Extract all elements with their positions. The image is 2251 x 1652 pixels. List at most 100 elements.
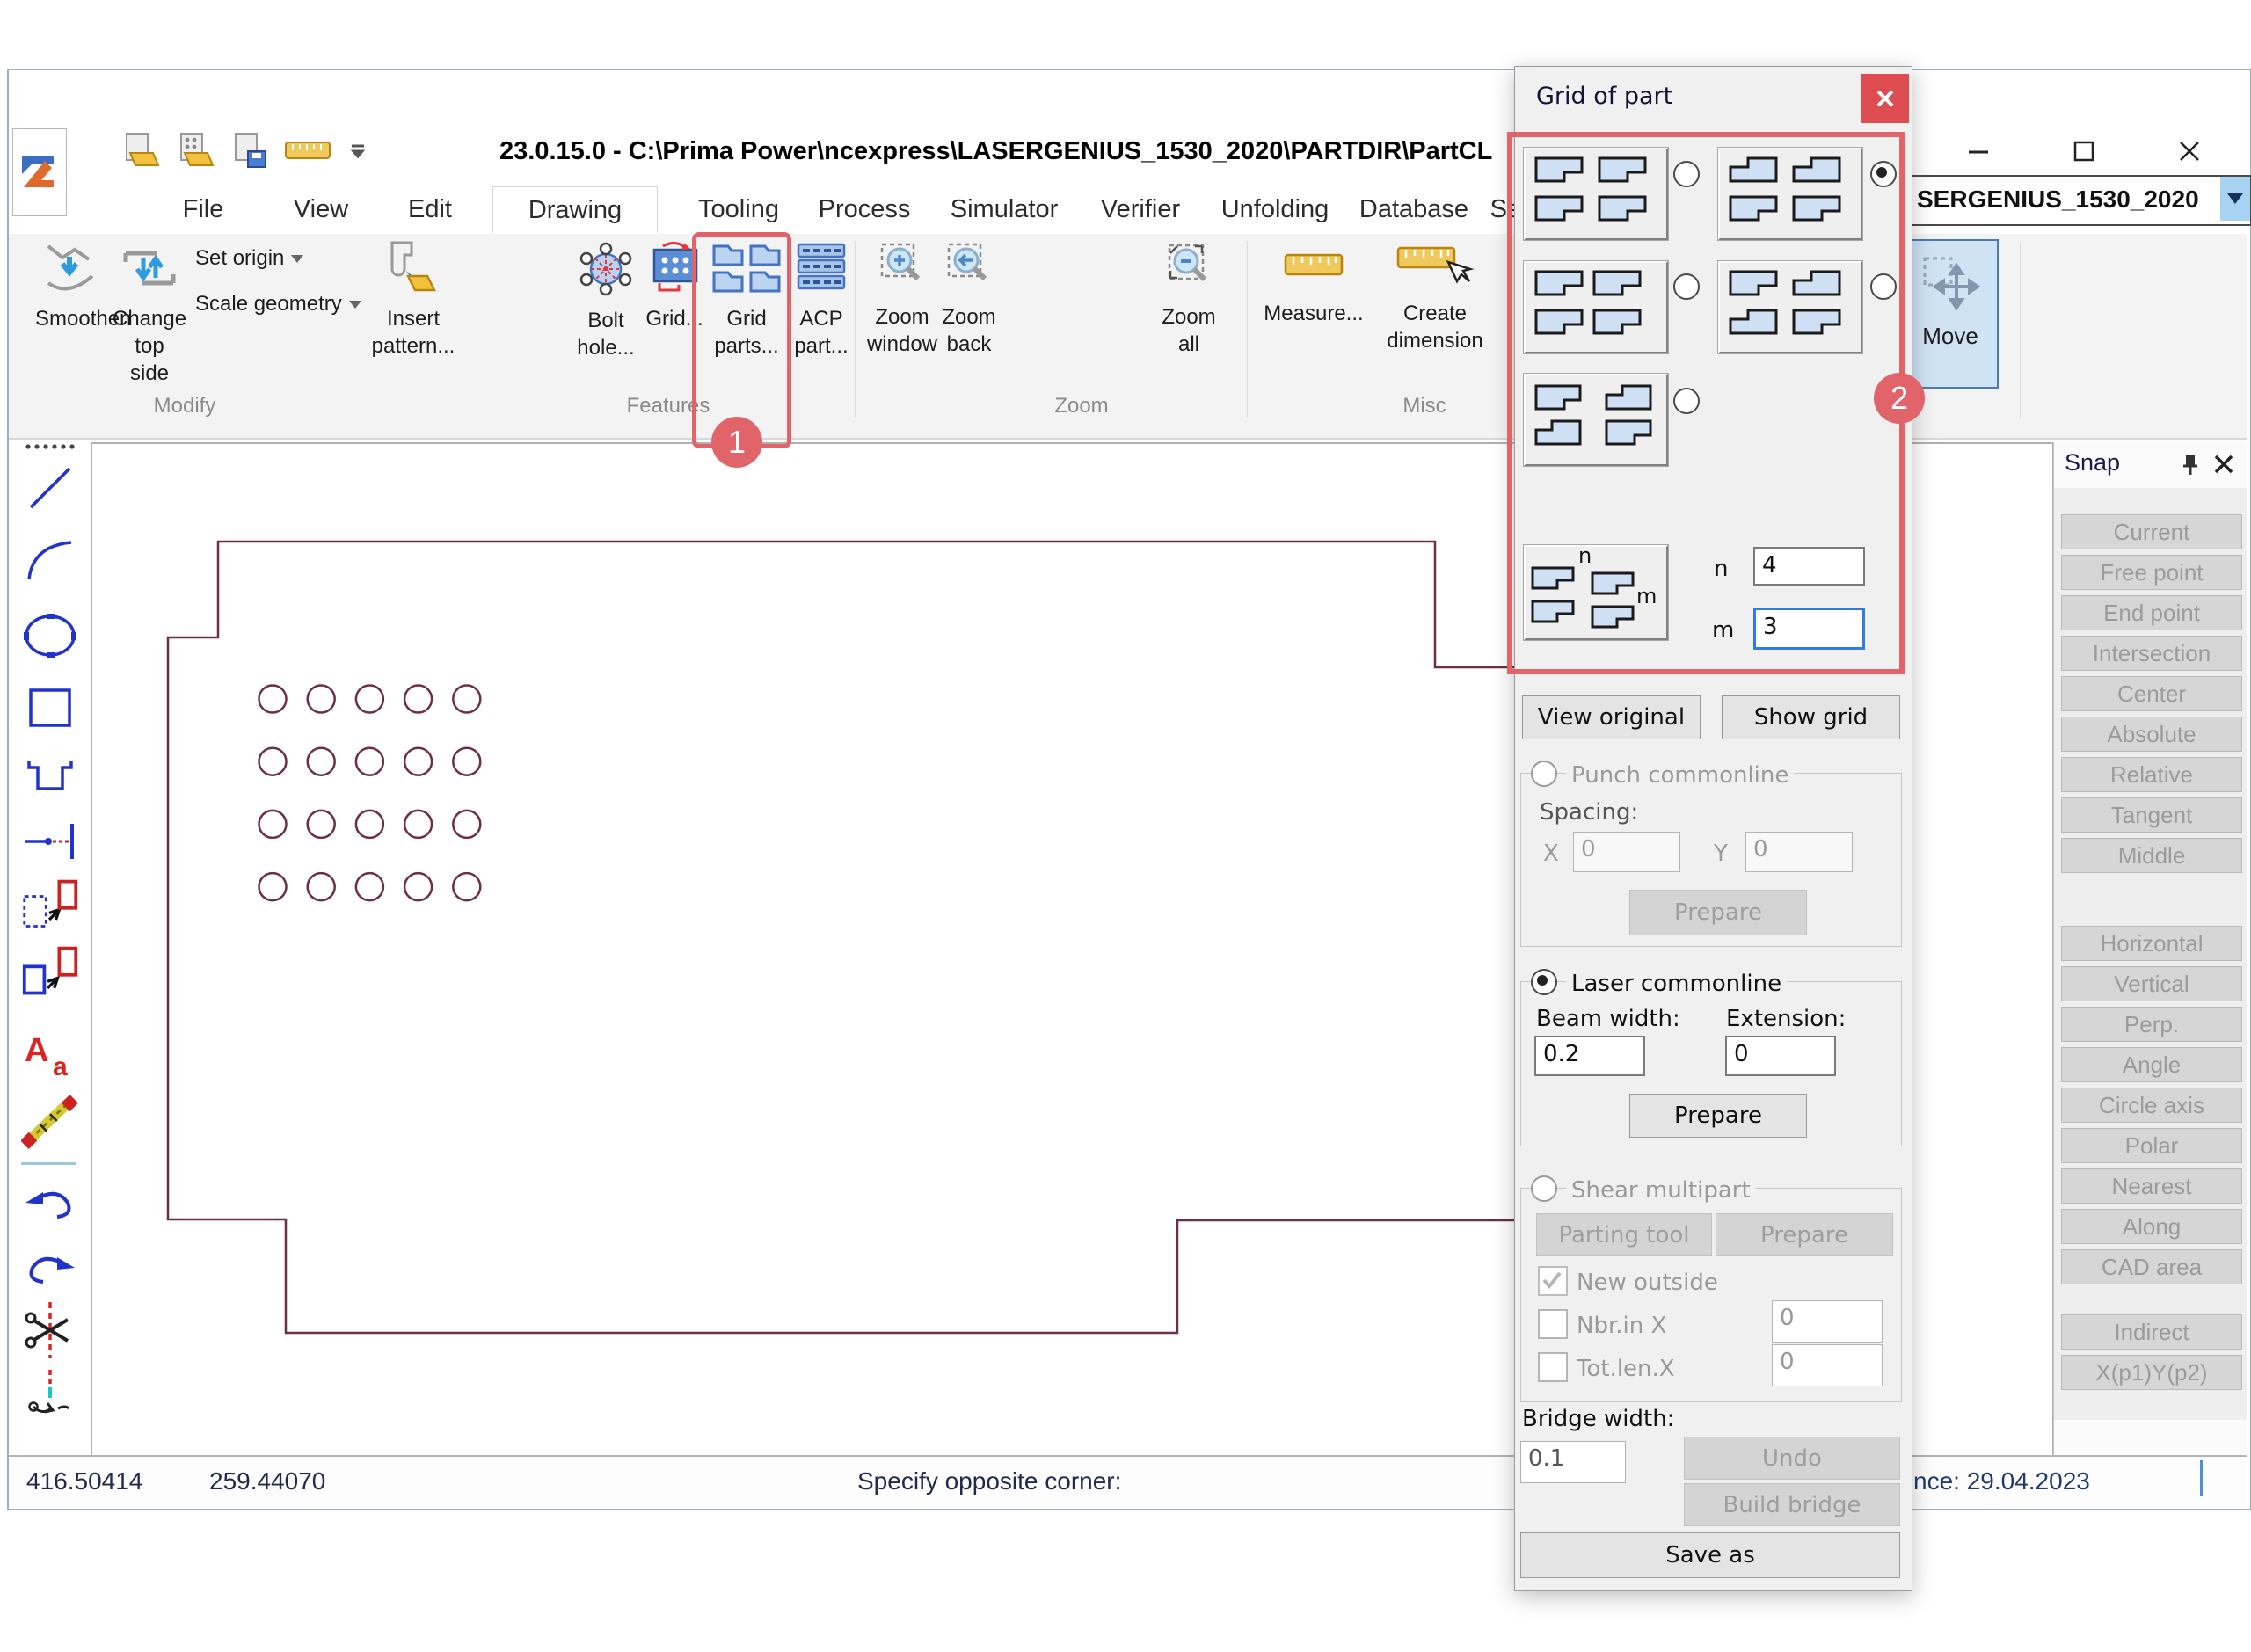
- redo-button[interactable]: [21, 1241, 79, 1299]
- snap-button-perp[interactable]: Perp.: [2061, 1007, 2242, 1042]
- minimize-button[interactable]: [1948, 128, 2009, 174]
- acp-part-button[interactable]: ACP part...: [788, 239, 855, 360]
- tab-simulator[interactable]: Simulator: [950, 194, 1059, 223]
- draw-contour-button[interactable]: [21, 746, 79, 804]
- draw-line-button[interactable]: [21, 459, 79, 517]
- bolt-hole-button[interactable]: Bolt hole...: [570, 239, 642, 361]
- break-point-button[interactable]: [21, 1368, 79, 1421]
- grid-option-2-radio[interactable]: [1870, 161, 1897, 187]
- snap-button-intersection[interactable]: Intersection: [2061, 636, 2242, 671]
- insert-pattern-button[interactable]: Insert pattern...: [361, 239, 466, 360]
- tot-len-x-checkbox[interactable]: [1538, 1352, 1568, 1382]
- snap-button-relative[interactable]: Relative: [2061, 757, 2242, 792]
- view-original-button[interactable]: View original: [1522, 695, 1701, 739]
- close-window-button[interactable]: [2159, 128, 2220, 174]
- scale-geometry-button[interactable]: Scale geometry: [195, 292, 361, 317]
- grid-option-1-radio[interactable]: [1673, 161, 1700, 187]
- m-input[interactable]: 3: [1753, 608, 1865, 650]
- snap-button-xp1yp2[interactable]: X(p1)Y(p2): [2061, 1355, 2242, 1390]
- spacing-y-input[interactable]: 0: [1745, 832, 1853, 872]
- snap-button-nearest[interactable]: Nearest: [2061, 1168, 2242, 1204]
- snap-button-polar[interactable]: Polar: [2061, 1128, 2242, 1163]
- shear-prepare-button[interactable]: Prepare: [1716, 1213, 1893, 1256]
- snap-button-circle-axis[interactable]: Circle axis: [2061, 1088, 2242, 1123]
- maximize-button[interactable]: [2053, 128, 2115, 174]
- tab-drawing[interactable]: Drawing: [492, 186, 658, 233]
- grid-option-1-button[interactable]: [1523, 147, 1669, 241]
- zoom-window-button[interactable]: Zoom window: [860, 239, 944, 358]
- qat-overflow-button[interactable]: [347, 142, 368, 168]
- zoom-all-button[interactable]: Zoom all: [1154, 239, 1224, 358]
- grid-option-3-button[interactable]: [1523, 260, 1669, 354]
- grid-option-5-radio[interactable]: [1673, 388, 1700, 414]
- save-as-button[interactable]: Save as: [1520, 1532, 1900, 1578]
- draw-circle-button[interactable]: [21, 607, 79, 665]
- move-button[interactable]: Move: [1902, 239, 1999, 389]
- import-pattern-button[interactable]: [21, 876, 79, 934]
- undo-button-dialog[interactable]: Undo: [1684, 1437, 1900, 1480]
- new-outside-checkbox[interactable]: [1538, 1266, 1568, 1296]
- zoom-back-button[interactable]: Zoom back: [934, 239, 1004, 358]
- draw-arc-button[interactable]: [21, 531, 79, 589]
- close-panel-button[interactable]: [2212, 453, 2235, 480]
- tab-verifier[interactable]: Verifier: [1100, 194, 1181, 223]
- snap-button-angle[interactable]: Angle: [2061, 1047, 2242, 1082]
- measure-button[interactable]: Measure...: [1257, 239, 1370, 327]
- draw-rectangle-button[interactable]: [21, 679, 79, 737]
- import-part-button[interactable]: [21, 942, 79, 1001]
- punch-commonline-radio[interactable]: [1531, 761, 1557, 787]
- toolbar-drag-handle[interactable]: [21, 436, 79, 457]
- tot-len-x-input[interactable]: 0: [1772, 1344, 1883, 1386]
- beam-width-input[interactable]: 0.2: [1534, 1036, 1645, 1076]
- snap-button-indirect[interactable]: Indirect: [2061, 1314, 2242, 1350]
- axis-point-button[interactable]: [21, 811, 79, 869]
- smoothen-button[interactable]: Smoothen: [35, 239, 131, 332]
- snap-button-center[interactable]: Center: [2061, 676, 2242, 711]
- build-bridge-button[interactable]: Build bridge: [1684, 1483, 1900, 1526]
- parting-tool-button[interactable]: Parting tool: [1536, 1213, 1712, 1256]
- punch-prepare-button[interactable]: Prepare: [1629, 890, 1807, 935]
- save-button[interactable]: [230, 132, 271, 172]
- tab-process[interactable]: Process: [818, 194, 911, 223]
- open-part-button[interactable]: [121, 132, 162, 172]
- grid-option-2-button[interactable]: [1717, 147, 1863, 241]
- n-input[interactable]: 4: [1753, 547, 1865, 586]
- change-top-side-button[interactable]: Change top side: [113, 239, 186, 387]
- undo-button[interactable]: [21, 1176, 79, 1234]
- snap-button-vertical[interactable]: Vertical: [2061, 966, 2242, 1001]
- set-origin-button[interactable]: Set origin: [195, 246, 304, 271]
- snap-button-middle[interactable]: Middle: [2061, 838, 2242, 873]
- snap-button-free-point[interactable]: Free point: [2061, 555, 2242, 590]
- bridge-width-input[interactable]: 0.1: [1520, 1441, 1626, 1483]
- grid-option-4-radio[interactable]: [1870, 273, 1897, 300]
- extension-input[interactable]: 0: [1725, 1036, 1836, 1076]
- grid-parts-button[interactable]: Grid parts...: [709, 239, 784, 360]
- create-dimension-button[interactable]: Create dimension: [1373, 239, 1497, 354]
- snap-button-end-point[interactable]: End point: [2061, 595, 2242, 630]
- spacing-x-input[interactable]: 0: [1573, 832, 1680, 872]
- dialog-close-button[interactable]: [1861, 74, 1909, 123]
- snap-button-along[interactable]: Along: [2061, 1209, 2242, 1244]
- tab-view[interactable]: View: [293, 194, 349, 223]
- measure-quick-button[interactable]: [285, 139, 331, 179]
- trim-split-button[interactable]: [21, 1301, 79, 1359]
- app-menu-button[interactable]: [12, 128, 67, 216]
- dropdown-arrow-button[interactable]: [2220, 177, 2250, 221]
- grid-option-4-button[interactable]: [1717, 260, 1863, 354]
- snap-button-tangent[interactable]: Tangent: [2061, 797, 2242, 833]
- machine-selector[interactable]: SERGENIUS_1530_2020: [1906, 175, 2251, 226]
- tab-tooling[interactable]: Tooling: [698, 194, 779, 223]
- laser-prepare-button[interactable]: Prepare: [1629, 1094, 1807, 1138]
- tab-database[interactable]: Database: [1359, 194, 1469, 223]
- tab-file[interactable]: File: [182, 194, 224, 223]
- pin-panel-button[interactable]: [2179, 453, 2202, 482]
- show-grid-button[interactable]: Show grid: [1722, 695, 1900, 739]
- laser-commonline-radio[interactable]: [1531, 969, 1557, 995]
- shear-multipart-radio[interactable]: [1531, 1175, 1557, 1202]
- text-button[interactable]: A a: [21, 1027, 79, 1085]
- snap-button-cad-area[interactable]: CAD area: [2061, 1249, 2242, 1284]
- open-pattern-button[interactable]: [176, 132, 216, 172]
- snap-button-horizontal[interactable]: Horizontal: [2061, 926, 2242, 961]
- tab-unfolding[interactable]: Unfolding: [1220, 194, 1329, 223]
- snap-button-absolute[interactable]: Absolute: [2061, 717, 2242, 752]
